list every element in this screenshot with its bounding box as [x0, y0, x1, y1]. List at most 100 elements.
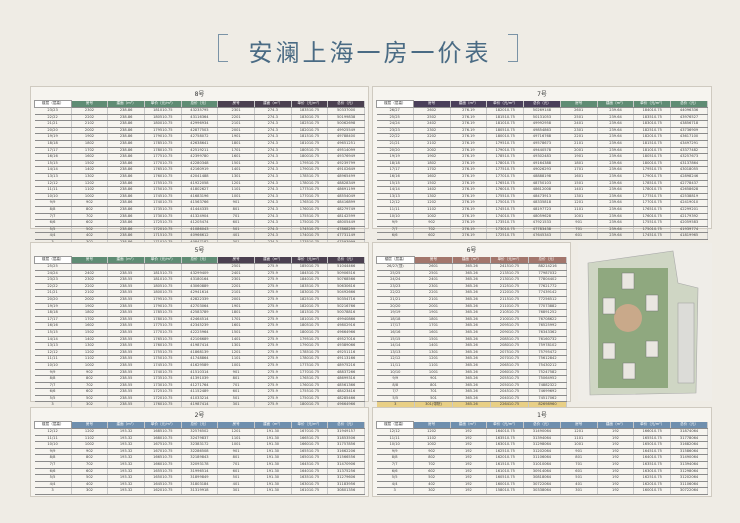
table-cell: 165510.75 [291, 448, 329, 456]
table-cell: 1301 [217, 173, 255, 181]
table-cell: 178010.75 [291, 355, 329, 363]
table-cell: 1002 [413, 213, 451, 221]
table-cell: 274.3 [254, 173, 292, 181]
table-cell: 701 [414, 388, 453, 396]
table-cell: 19/19 [376, 153, 414, 161]
table-row: 19/19 1901 365.26 210510.75 76891252 [376, 309, 567, 317]
table-cell: 238.86 [107, 226, 145, 234]
table-cell: 238.55 [107, 329, 145, 337]
table-cell: 31899849 [181, 474, 219, 482]
table-cell: 238.55 [107, 276, 145, 284]
table-cell: 274.3 [254, 114, 292, 122]
table-cell: 239.64 [597, 226, 635, 234]
table-cell: 208510.75 [490, 336, 529, 344]
table-cell: 209510.75 [490, 322, 529, 330]
table-cell: 1001 [414, 369, 453, 377]
table-cell: 49788400 [327, 133, 365, 141]
table-cell: 49940866 [327, 316, 365, 324]
column-header: 建面（m²） [254, 421, 292, 429]
table-cell: 901 [217, 448, 255, 456]
table-header-row: 楼层（层高） 房号 建面（m²） 单价（元/m²） 总价（元） [376, 256, 567, 264]
table-cell: 15/15 [34, 160, 72, 168]
table-cell: 49651251 [327, 140, 365, 148]
table-cell: 30722064 [523, 481, 561, 489]
table-cell: 167010.75 [144, 448, 182, 456]
column-header: 单价（元/m²） [486, 100, 525, 108]
table-cell: 365.26 [452, 309, 491, 317]
table-cell: 32479837 [181, 435, 219, 443]
table-cell: 239.64 [597, 153, 635, 161]
table-cell: 192 [450, 474, 488, 482]
table-row: 20/20 2002 238.86 179510.75 42877503 2001 274.… [34, 127, 365, 135]
table-cell: 42345239 [181, 322, 219, 330]
table-cell: 5/5 [34, 474, 72, 482]
table-row: 9/9 902 238.86 174010.75 41563766 901 274.3 176… [34, 199, 365, 207]
table-cell: 365.26 [452, 375, 491, 383]
table-cell: 238.86 [107, 173, 145, 181]
table-cell: 176010.75 [291, 206, 329, 214]
table-cell: 501 [217, 395, 255, 403]
table-cell: 302 [71, 487, 109, 495]
table-cell: 238.55 [107, 349, 145, 357]
table-cell: 192 [597, 448, 635, 456]
table-cell: 43736909 [670, 127, 708, 135]
table-cell: 902 [71, 369, 109, 377]
table-cell: 11/11 [376, 435, 414, 443]
table-cell: 16/16 [34, 153, 72, 161]
table-cell: 31106064 [670, 481, 708, 489]
table-cell: 238.86 [107, 107, 145, 115]
table-cell: 31853506 [327, 435, 365, 443]
table-cell: 177010.75 [291, 193, 329, 201]
column-header: 单价（元/m²） [291, 421, 329, 429]
table-cell: 41868139 [181, 349, 219, 357]
table-cell: 42941614 [181, 289, 219, 297]
table-cell: 51044466 [327, 263, 365, 271]
table-row: 15/15 1501 365.26 208510.75 76160732 [376, 336, 567, 344]
table-cell: 1002 [71, 441, 109, 449]
table-cell: 179510.75 [486, 140, 525, 148]
table-cell: 239.64 [597, 206, 635, 214]
table-cell: 276.19 [450, 107, 488, 115]
table-cell: 702 [413, 226, 451, 234]
building-title: 5号 [194, 247, 205, 254]
table-cell: 10/10 [34, 441, 72, 449]
table-cell: 901 [414, 375, 453, 383]
table-row: 5/5 502 238.86 172010.75 41086043 501 274.3 174… [34, 226, 365, 234]
table-cell: 21/21 [376, 140, 414, 148]
table-cell: 1701 [414, 322, 453, 330]
table-cell: 702 [71, 213, 109, 221]
table-cell: 180010.75 [486, 133, 525, 141]
table-cell: 31298064 [670, 468, 708, 476]
table-cell: 6/6 [376, 232, 414, 240]
table-cell: 193.32 [107, 448, 145, 456]
table-cell: 193.32 [107, 461, 145, 469]
table-cell: 161010.75 [291, 487, 329, 495]
table-cell: 48423416 [327, 388, 365, 396]
table-cell: 182010.75 [291, 303, 329, 311]
table-cell: 180510.75 [486, 127, 525, 135]
table-cell: 239.64 [597, 114, 635, 122]
table-cell [71, 263, 109, 271]
table-cell: 191.30 [254, 441, 292, 449]
table-cell: 21/21 [34, 120, 72, 128]
table-cell: 184010.75 [291, 276, 329, 284]
table-cell: 42399780 [181, 153, 219, 161]
table-cell: 501 [560, 474, 598, 482]
column-header: 楼层（层高） [34, 256, 72, 264]
table-cell: 30338064 [523, 487, 561, 495]
table-cell: 180510.75 [144, 283, 182, 291]
table-cell: 1702 [413, 166, 451, 174]
table-cell: 48416899 [327, 199, 365, 207]
table-cell: 165010.75 [633, 441, 672, 449]
table-cell: 212010.75 [490, 289, 529, 297]
table-cell: 179010.75 [144, 133, 182, 141]
table-cell: 22/22 [376, 133, 414, 141]
table-cell: 239.64 [597, 166, 635, 174]
table-cell: 901 [560, 219, 598, 227]
table-cell: 173010.75 [486, 226, 525, 234]
table-cell: 1101 [560, 206, 598, 214]
table-cell: 275.9 [254, 336, 292, 344]
column-header: 楼层（层高） [34, 100, 72, 108]
table-cell: 184510.75 [291, 270, 329, 278]
table-row: 15/15 1502 276.19 176510.75 48750103 1501 239.… [376, 180, 708, 188]
